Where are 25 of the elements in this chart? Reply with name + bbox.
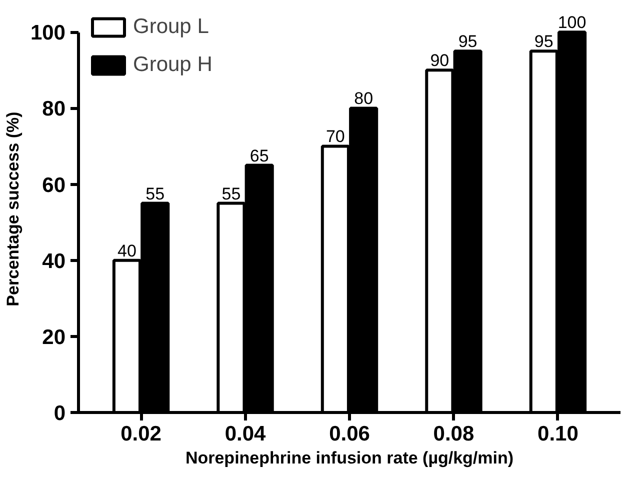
x-tick-label: 0.02 [120,422,162,446]
x-tick-label: 0.10 [538,422,578,446]
x-tick-label: 0.06 [329,422,370,446]
data-label: 90 [430,51,450,70]
data-label: 95 [534,32,554,52]
x-tick-label: 0.04 [224,422,266,446]
legend-label: Group L [133,15,209,39]
data-label: 55 [222,184,241,204]
y-tick-label: 40 [42,250,66,273]
y-tick-label: 20 [42,326,66,349]
x-tick-label: 0.08 [433,422,474,446]
data-label: 95 [458,32,478,52]
y-tick-label: 80 [42,98,66,121]
y-tick-label: 100 [30,22,66,45]
data-label: 40 [118,241,136,260]
x-axis-title: Norepinephrine infusion rate (µg/kg/min) [185,448,514,468]
y-axis-title: Percentage success (%) [3,112,22,306]
data-label: 100 [558,13,586,32]
data-label: 55 [146,184,165,204]
data-label: 70 [326,127,345,146]
y-tick-label: 0 [54,402,66,425]
y-tick-label: 60 [42,174,66,197]
legend-label: Group H [133,53,212,77]
data-label: 80 [354,89,374,108]
data-label: 65 [250,146,269,166]
